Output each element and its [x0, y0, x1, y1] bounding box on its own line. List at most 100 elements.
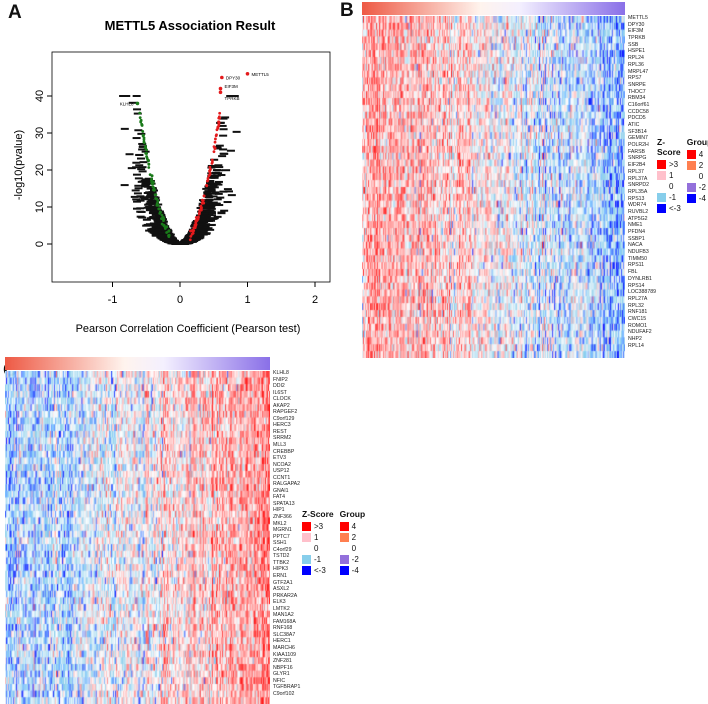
legend-swatch	[339, 522, 349, 531]
negative-gene-point	[145, 155, 148, 158]
legend-swatch	[686, 183, 696, 192]
gene-point	[196, 215, 205, 218]
y-tick-label: 10	[34, 201, 46, 213]
gene-point	[207, 188, 216, 191]
gene-point	[153, 206, 162, 209]
gene-point	[163, 231, 172, 234]
negative-gene-point	[142, 141, 146, 145]
legend-label: 2	[351, 533, 357, 542]
gene-label: CCDC58	[628, 108, 649, 115]
gene-label: C9orf102	[273, 690, 295, 697]
gene-point	[136, 157, 145, 160]
gene-point	[131, 189, 140, 192]
gene-label: C4orf29	[273, 546, 292, 553]
gene-point	[232, 130, 241, 133]
gene-label: CCNT1	[273, 474, 291, 481]
gene-label: RALGAPA2	[273, 481, 301, 488]
gene-point	[133, 200, 142, 203]
labeled-gene-point	[218, 90, 223, 95]
legend-label: 4	[351, 522, 357, 531]
gene-point	[226, 95, 235, 97]
gene-label: NDUFAF2	[628, 329, 652, 336]
positive-gene-point	[189, 235, 193, 238]
gene-label: C9orf129	[273, 415, 295, 422]
negative-gene-point	[147, 166, 151, 169]
positive-gene-point	[212, 145, 216, 149]
gene-point	[156, 236, 165, 239]
chart-title: METTL5 Association Result	[105, 18, 276, 33]
legend-swatch	[657, 204, 666, 213]
gene-label: FNIP2	[273, 376, 288, 383]
gene-label: ATIC	[628, 122, 640, 128]
gene-point	[213, 215, 222, 218]
gene-label: SSBP1	[628, 235, 645, 242]
x-tick-label: 2	[312, 294, 318, 306]
gene-label: THOC7	[628, 88, 646, 95]
gene-label: WDR74	[628, 202, 647, 209]
gene-label: EIF2B4	[628, 162, 646, 169]
gene-point	[219, 117, 228, 120]
gene-point	[218, 155, 227, 158]
gene-point	[214, 180, 223, 183]
positive-gene-point	[217, 123, 221, 127]
gene-label: RPL37A	[628, 175, 648, 182]
legend-swatch	[302, 566, 311, 575]
gene-label: IL6ST	[273, 389, 287, 396]
gene-point	[149, 209, 158, 212]
legend-swatch	[686, 161, 696, 170]
gene-point	[200, 226, 209, 229]
zscore-legend-item: <-3	[657, 203, 681, 214]
negative-gene-point	[154, 196, 157, 200]
group-legend-item: -4	[339, 565, 366, 576]
legend-label: 1	[669, 171, 674, 180]
gene-label: TTBK2	[273, 559, 290, 566]
legend-swatch	[302, 544, 311, 553]
gene-point	[206, 228, 215, 231]
group-legend-item: 2	[339, 532, 366, 543]
legend-label: -1	[314, 555, 322, 564]
gene-point	[203, 192, 212, 195]
gene-point	[190, 240, 199, 243]
y-tick-label: 0	[34, 241, 46, 247]
group-legend-title: Group	[686, 137, 708, 147]
gene-point	[209, 201, 218, 204]
gene-label: MRPL47	[628, 68, 649, 75]
gene-point	[194, 220, 203, 223]
gene-point	[206, 181, 215, 184]
legend-label: 0	[351, 544, 357, 553]
gene-point	[151, 226, 160, 229]
gene-point	[138, 145, 147, 148]
x-tick-label: 1	[244, 294, 250, 306]
gene-label: FBL	[628, 269, 638, 276]
gene-point	[214, 164, 223, 167]
gene-point	[207, 176, 216, 179]
gene-point	[207, 189, 216, 192]
gene-point	[230, 95, 239, 97]
positive-gene-point	[201, 199, 205, 202]
legend-swatch	[686, 194, 696, 203]
gene-label: RPS11	[628, 262, 645, 269]
positive-gene-point	[213, 140, 217, 144]
gene-point	[138, 148, 147, 151]
gene-label: METTL5	[628, 15, 648, 21]
positive-gene-point	[202, 194, 206, 198]
legend-label: <-3	[314, 566, 326, 575]
gene-point	[164, 237, 173, 240]
gene-point	[155, 228, 164, 231]
gene-point	[213, 147, 222, 150]
gene-point	[146, 194, 155, 197]
heatmap-b	[362, 16, 625, 358]
gene-label: RPS14	[628, 282, 645, 289]
gene-point	[223, 201, 232, 204]
gene-label: GLYR1	[273, 671, 290, 678]
negative-gene-point	[157, 207, 161, 211]
gene-label: RPL36	[628, 61, 644, 68]
legend-swatch	[657, 160, 666, 169]
gene-label: LMTK2	[273, 605, 290, 612]
gene-label: RUVBL2	[628, 208, 649, 215]
gene-label: TSTD2	[273, 553, 290, 560]
gene-point	[137, 168, 146, 171]
legend-label: 1	[314, 533, 319, 542]
gene-point	[207, 219, 216, 222]
